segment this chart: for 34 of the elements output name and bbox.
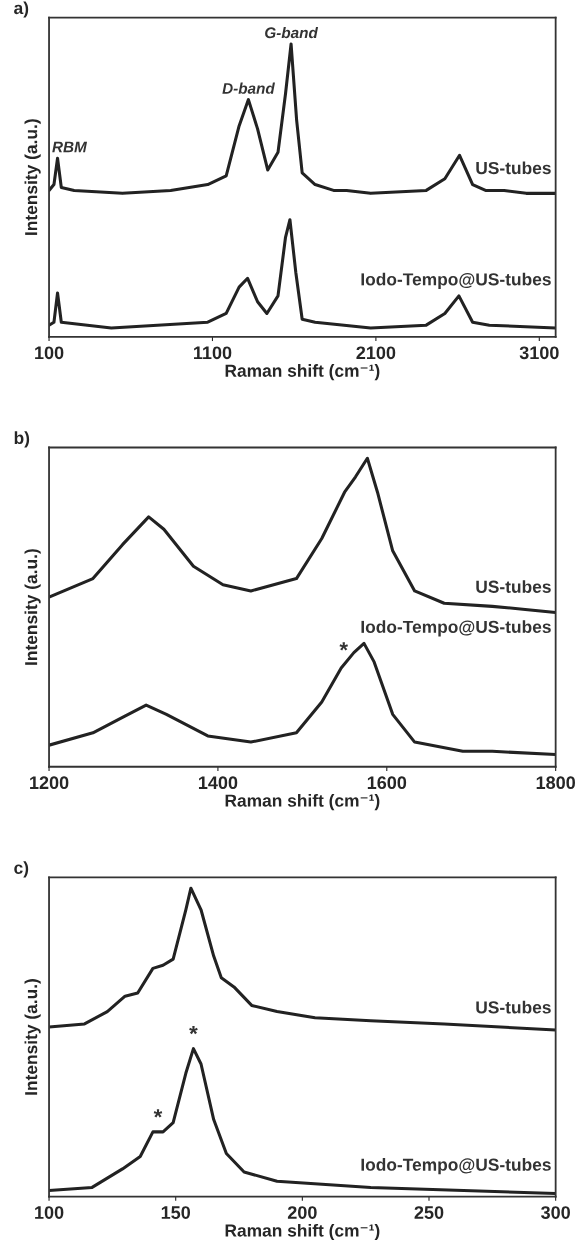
chart-title: b): [14, 431, 30, 448]
x-tick-label: 1400: [198, 776, 238, 790]
x-axis-title: Raman shift (cm⁻¹): [225, 794, 380, 811]
x-tick-label: 1100: [194, 346, 232, 360]
annotation: RBM: [52, 141, 88, 153]
chart-title: c): [14, 861, 29, 878]
y-axis-title: Intensity (a.u.): [24, 979, 41, 1095]
y-axis-title: Intensity (a.u.): [24, 549, 41, 665]
x-tick-label: 150: [161, 1206, 191, 1219]
series-label: US-tubes: [476, 161, 551, 175]
x-axis-title: Raman shift (cm⁻¹): [225, 364, 380, 381]
annotation: *: [153, 1109, 163, 1118]
chart-title: a): [14, 1, 29, 18]
x-tick-label: 100: [35, 1206, 64, 1219]
x-tick-label: 1800: [536, 776, 575, 790]
x-axis-title: Raman shift (cm⁻¹): [225, 1223, 380, 1241]
annotation: *: [339, 642, 349, 651]
series-label: US-tubes: [476, 1000, 551, 1014]
series-label: Iodo-Tempo@US-tubes: [361, 620, 551, 637]
x-tick-label: 200: [287, 1206, 317, 1219]
x-tick-label: 3100: [519, 346, 559, 360]
x-tick-label: 2100: [356, 346, 396, 360]
x-tick-label: 1600: [367, 776, 407, 790]
annotation: *: [189, 1025, 198, 1035]
x-tick-label: 300: [541, 1206, 570, 1219]
series-label: US-tubes: [476, 580, 551, 593]
annotation: G-band: [265, 26, 319, 39]
x-tick-label: 250: [414, 1206, 444, 1219]
series-label: Iodo-Tempo@US-tubes: [361, 272, 551, 289]
series-label: Iodo-Tempo@US-tubes: [361, 1158, 551, 1175]
annotation: D-band: [222, 82, 275, 94]
y-axis-title: Intensity (a.u.): [24, 119, 41, 235]
x-tick-label: 100: [35, 346, 64, 360]
x-tick-label: 1200: [30, 776, 69, 790]
